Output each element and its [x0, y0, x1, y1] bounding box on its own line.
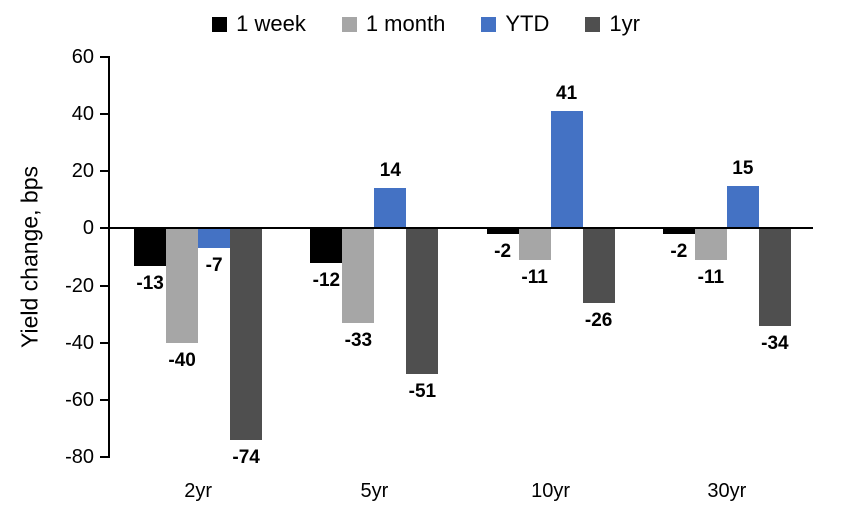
- legend-label-1yr: 1yr: [609, 11, 640, 36]
- y-axis-tick-label: -80: [65, 446, 94, 468]
- y-axis-tick: [100, 113, 110, 116]
- data-label-1-month-30yr: -11: [697, 266, 725, 288]
- bar-1yr-5yr: [406, 228, 439, 375]
- data-label-1-week-10yr: -2: [494, 241, 512, 263]
- x-category-label-10yr: 10yr: [531, 480, 571, 502]
- data-label-ytd-5yr: 14: [379, 160, 401, 182]
- legend-item-1yr: 1yr: [585, 12, 640, 36]
- bar-ytd-2yr: [198, 228, 231, 249]
- bar-1-week-30yr: [662, 228, 695, 235]
- bar-1yr-30yr: [758, 228, 791, 326]
- bar-1-month-30yr: [694, 228, 727, 260]
- y-axis-tick: [100, 456, 110, 458]
- data-label-1-month-5yr: -33: [344, 329, 373, 351]
- y-axis-tick-label: -20: [65, 274, 94, 297]
- bar-1yr-2yr: [230, 228, 263, 440]
- legend-item-1-month: 1 month: [341, 11, 446, 36]
- data-label-1yr-5yr: -51: [408, 381, 437, 403]
- legend-swatch-1-week: [212, 16, 228, 32]
- y-axis-title: Yield change, bps: [16, 165, 43, 349]
- bar-1-week-10yr: [486, 228, 519, 235]
- legend-item-1-week: 1 week: [212, 12, 306, 36]
- data-label-1-week-2yr: -13: [136, 272, 164, 294]
- y-axis-tick: [100, 170, 110, 173]
- y-axis-tick: [100, 284, 110, 287]
- bar-ytd-30yr: [726, 185, 759, 229]
- y-axis-tick: [100, 341, 110, 344]
- data-label-ytd-10yr: 41: [556, 83, 578, 105]
- x-category-label-2yr: 2yr: [184, 480, 213, 502]
- y-axis-tick: [100, 56, 110, 58]
- data-label-1yr-10yr: -26: [584, 309, 613, 331]
- y-axis-tick: [100, 227, 110, 230]
- data-label-1-month-2yr: -40: [168, 349, 196, 371]
- bar-ytd-5yr: [374, 188, 407, 229]
- bar-1-week-2yr: [134, 228, 167, 266]
- data-label-1yr-30yr: -34: [761, 332, 789, 354]
- data-label-1-week-5yr: -12: [312, 269, 341, 291]
- y-axis-tick-label: 20: [71, 160, 94, 183]
- data-label-ytd-30yr: 15: [732, 157, 754, 179]
- legend-swatch-ytd: [481, 16, 497, 32]
- data-label-1yr-2yr: -74: [232, 446, 260, 468]
- x-category-label-5yr: 5yr: [360, 480, 389, 502]
- zero-axis-line: [110, 227, 813, 230]
- y-axis-tick-label: -40: [65, 331, 94, 354]
- bar-1-month-5yr: [342, 228, 375, 323]
- data-label-1-month-10yr: -11: [521, 266, 548, 288]
- data-label-1-week-30yr: -2: [670, 241, 688, 263]
- y-axis-tick-label: 40: [71, 103, 94, 126]
- bar-1yr-10yr: [582, 228, 615, 303]
- bar-1-month-2yr: [166, 228, 199, 343]
- chart-legend: 1 week 1 month YTD 1yr: [0, 12, 852, 36]
- y-axis-tick: [100, 398, 110, 401]
- bar-1-week-5yr: [310, 228, 343, 263]
- y-axis-tick-label: 60: [71, 46, 94, 68]
- legend-label-1-week: 1 week: [236, 11, 306, 36]
- bar-1-month-10yr: [518, 228, 551, 260]
- y-axis-tick-label: 0: [82, 217, 94, 240]
- legend-item-ytd: YTD: [481, 12, 549, 36]
- legend-label-ytd: YTD: [505, 11, 550, 36]
- x-category-label-30yr: 30yr: [707, 480, 747, 502]
- bar-ytd-10yr: [550, 111, 583, 229]
- legend-swatch-1-month: [341, 16, 357, 32]
- legend-swatch-1yr: [585, 16, 601, 32]
- legend-label-1-month: 1 month: [365, 11, 446, 36]
- plot-area: 60 40 20 0 -20 -40 -60 -80 2yr 5yr 10yr 30yr -13 -12 -…: [65, 47, 813, 501]
- y-axis-tick-label: -60: [65, 388, 94, 411]
- data-label-ytd-2yr: -7: [205, 255, 223, 277]
